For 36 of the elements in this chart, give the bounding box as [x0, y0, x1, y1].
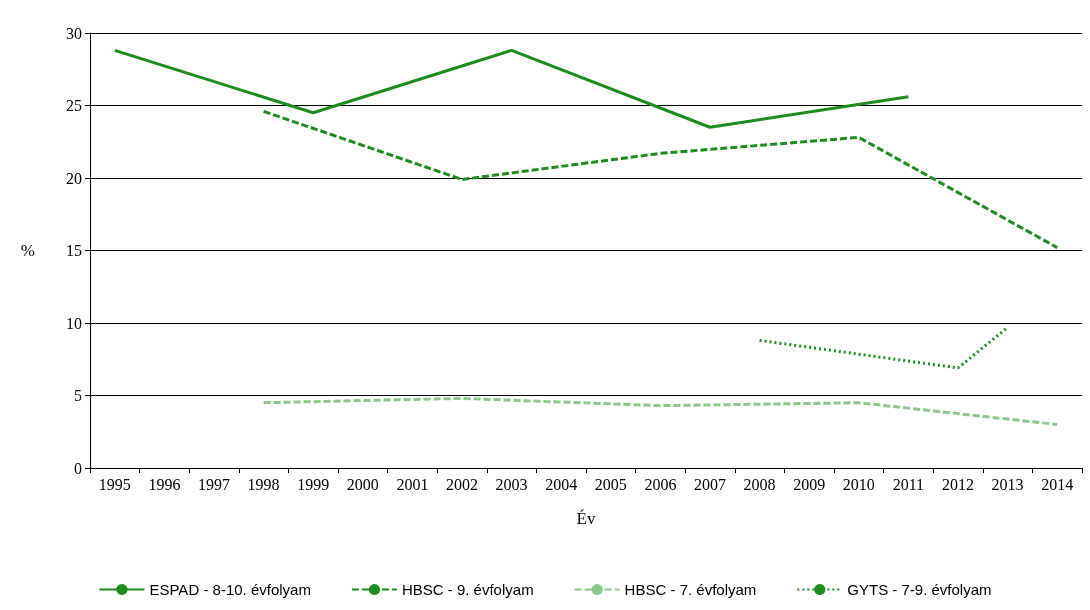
- x-tick-label: 2002: [446, 475, 478, 493]
- x-tick-label: 2009: [793, 475, 826, 493]
- y-tick-label: 0: [74, 459, 82, 477]
- legend-label: HBSC - 9. évfolyam: [401, 581, 534, 598]
- x-tick-label: 2003: [495, 475, 528, 493]
- y-tick-label: 30: [66, 24, 82, 42]
- x-tick-label: 2010: [842, 475, 875, 493]
- y-tick-label: 10: [66, 314, 82, 332]
- legend-label: HBSC - 7. évfolyam: [624, 581, 757, 598]
- x-tick-label: 2006: [644, 475, 677, 493]
- y-tick-label: 5: [74, 387, 82, 404]
- y-tick-label: 20: [66, 169, 82, 187]
- x-tick-label: 2011: [892, 475, 925, 493]
- x-tick-label: 2005: [594, 475, 627, 493]
- legend-label: GYTS - 7-9. évfolyam: [847, 581, 992, 598]
- y-tick-label: 25: [66, 97, 82, 114]
- x-tick-label: 2013: [991, 475, 1024, 493]
- x-tick-label: 1997: [198, 475, 230, 493]
- x-tick-label: 1999: [297, 475, 330, 493]
- x-tick-label: 2008: [743, 475, 776, 493]
- line-series: [262, 396, 1059, 426]
- x-tick-label: 1998: [247, 475, 280, 493]
- y-tick-label: 15: [66, 242, 82, 259]
- line-series: [262, 109, 1059, 250]
- x-tick-label: 2004: [545, 475, 578, 493]
- x-axis-title: Év: [576, 509, 596, 528]
- x-tick-label: 2000: [346, 475, 379, 493]
- x-tick-label: 1995: [98, 475, 131, 493]
- y-axis-title: %: [20, 241, 35, 260]
- x-tick-label: 2001: [396, 475, 429, 493]
- x-tick-label: 1996: [148, 475, 181, 493]
- x-tick-label: 2012: [942, 475, 974, 493]
- x-tick-label: 2007: [694, 475, 726, 493]
- line-series: [113, 48, 910, 129]
- x-tick-label: 2014: [1041, 475, 1074, 493]
- legend-label: ESPAD - 8-10. évfolyam: [149, 581, 311, 598]
